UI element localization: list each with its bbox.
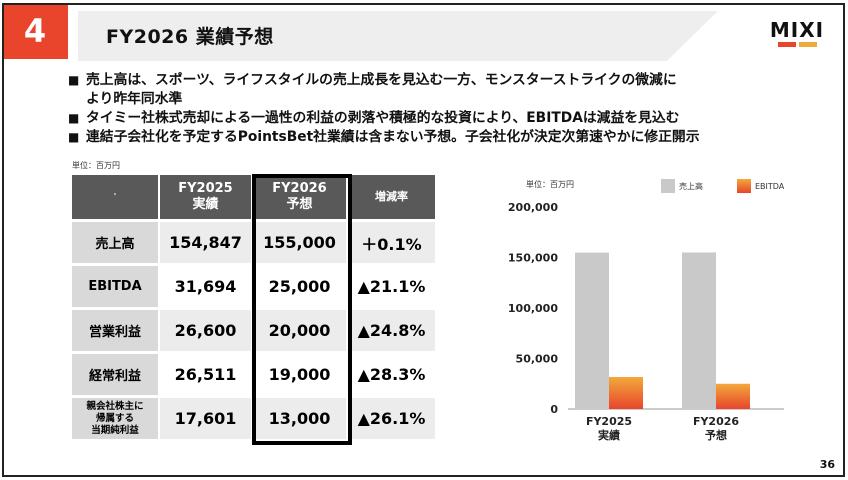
cell-change: ▲26.1% <box>346 395 435 439</box>
bullet-item-continued: より昨年同水準 <box>68 90 788 109</box>
logo-bar-red <box>777 42 796 47</box>
title-bar <box>78 11 718 61</box>
page-title: FY2026 業績予想 <box>106 26 274 48</box>
cell-change: ▲21.1% <box>346 263 435 307</box>
cell-fy2025: 26,600 <box>158 307 251 351</box>
forecast-bar-chart: 単位：百万円 売上高 EBITDA 0 50,000 100,000 150,000 200,… <box>508 179 785 442</box>
table-row: EBITDA 31,694 25,000 ▲21.1% <box>72 263 435 307</box>
bullet-item: ■ 連結子会社化を予定するPointsBet社業績は含まない予想。子会社化が決定… <box>68 128 788 147</box>
bar-revenue <box>682 252 716 409</box>
cell-fy2025: 154,847 <box>158 219 251 263</box>
y-tick-label: 150,000 <box>508 252 558 265</box>
x-tick-sublabel: 予想 <box>705 428 727 442</box>
legend-swatch <box>661 179 675 193</box>
cell-fy2026: 155,000 <box>251 219 346 263</box>
header-fy2026: FY2026 予想 <box>251 175 346 219</box>
header-fy2025: FY2025 実績 <box>158 175 251 219</box>
square-bullet-icon: ■ <box>68 111 80 125</box>
legend-swatch <box>737 179 751 193</box>
x-tick-label: FY2025 <box>586 415 632 428</box>
square-bullet-icon: ■ <box>68 130 80 144</box>
y-tick-label: 100,000 <box>508 302 558 315</box>
bullet-text: 売上高は、スポーツ、ライフスタイルの売上成長を見込む一方、モンスターストライクの… <box>86 72 677 88</box>
cell-fy2025: 26,511 <box>158 351 251 395</box>
chart-unit-label: 単位：百万円 <box>526 179 574 189</box>
row-label: 親会社株主に 帰属する 当期純利益 <box>72 395 158 439</box>
cell-change: ▲28.3% <box>346 351 435 395</box>
cell-change: ＋0.1% <box>346 219 435 263</box>
table-corner: ' <box>72 175 158 219</box>
y-tick-label: 50,000 <box>516 353 559 366</box>
bar-ebitda <box>609 376 643 409</box>
bullet-item: ■ タイミー社株式売却による一過性の利益の剥落や積極的な投資により、EBITDA… <box>68 109 788 128</box>
cell-fy2025: 17,601 <box>158 395 251 439</box>
row-label: 売上高 <box>72 219 158 263</box>
row-label: EBITDA <box>72 263 158 307</box>
square-bullet-icon: ■ <box>68 73 80 87</box>
bullet-item: ■ 売上高は、スポーツ、ライフスタイルの売上成長を見込む一方、モンスターストライ… <box>68 71 788 90</box>
cell-fy2025: 31,694 <box>158 263 251 307</box>
forecast-table: ' FY2025 実績 FY2026 予想 増減率 売上高 154,847 15… <box>72 175 435 439</box>
table-row: 営業利益 26,600 20,000 ▲24.8% <box>72 307 435 351</box>
table-row: 経常利益 26,511 19,000 ▲28.3% <box>72 351 435 395</box>
bullet-text: より昨年同水準 <box>86 91 183 107</box>
bullet-list: ■ 売上高は、スポーツ、ライフスタイルの売上成長を見込む一方、モンスターストライ… <box>68 71 788 147</box>
bar-revenue <box>575 252 609 409</box>
bullet-text: 連結子会社化を予定するPointsBet社業績は含まない予想。子会社化が決定次第… <box>86 129 700 145</box>
x-tick-sublabel: 実績 <box>598 428 620 442</box>
cell-change: ▲24.8% <box>346 307 435 351</box>
header-change: 増減率 <box>346 175 435 219</box>
cell-fy2026: 25,000 <box>251 263 346 307</box>
row-label: 経常利益 <box>72 351 158 395</box>
cell-fy2026: 20,000 <box>251 307 346 351</box>
legend-label: 売上高 <box>679 181 703 191</box>
table-unit-label: 単位：百万円 <box>72 161 120 170</box>
x-tick-label: FY2026 <box>693 415 739 428</box>
bar-ebitda <box>716 383 750 409</box>
bullet-text: タイミー社株式売却による一過性の利益の剥落や積極的な投資により、EBITDAは減… <box>86 110 680 126</box>
y-tick-label: 0 <box>550 403 558 416</box>
mixi-logo: MIXI <box>767 18 827 51</box>
logo-text: MIXI <box>769 18 825 42</box>
legend-label: EBITDA <box>755 182 785 191</box>
row-label: 営業利益 <box>72 307 158 351</box>
logo-bar-orange <box>798 42 817 47</box>
table-row: 親会社株主に 帰属する 当期純利益 17,601 13,000 ▲26.1% <box>72 395 435 439</box>
slide-frame: 4 FY2026 業績予想 MIXI ■ 売上高は、スポーツ、ライフスタイルの売… <box>2 3 845 477</box>
table-row: 売上高 154,847 155,000 ＋0.1% <box>72 219 435 263</box>
cell-fy2026: 19,000 <box>251 351 346 395</box>
slide-number: 4 <box>4 5 68 59</box>
cell-fy2026: 13,000 <box>251 395 346 439</box>
page-number: 36 <box>819 458 835 471</box>
y-tick-label: 200,000 <box>508 201 558 214</box>
